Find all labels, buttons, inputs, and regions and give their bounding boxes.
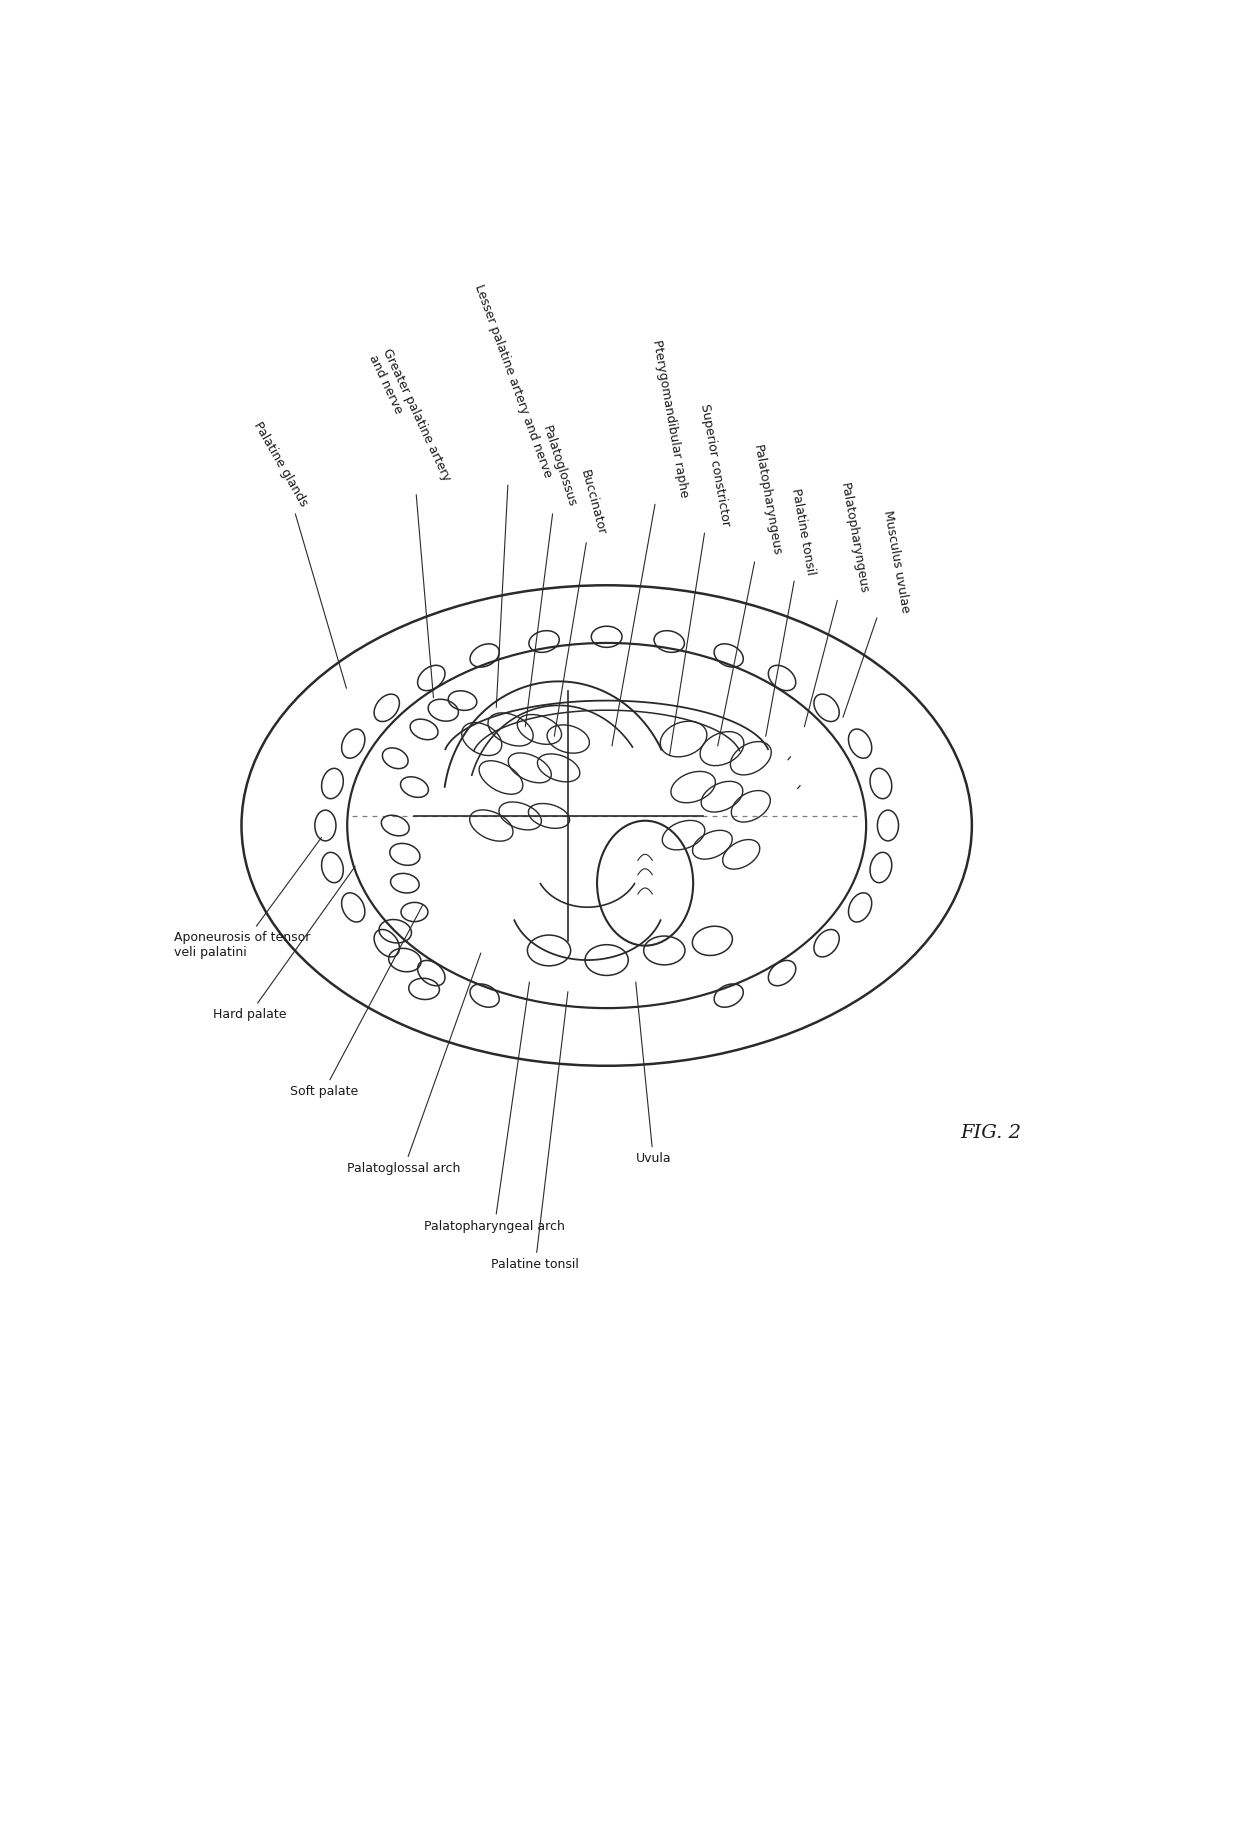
Text: Palatine tonsil: Palatine tonsil xyxy=(766,487,817,735)
Text: Uvula: Uvula xyxy=(635,982,671,1166)
Text: Palatoglossal arch: Palatoglossal arch xyxy=(347,953,481,1175)
Text: Palatopharyngeal arch: Palatopharyngeal arch xyxy=(424,982,565,1232)
Text: Superior constrictor: Superior constrictor xyxy=(670,403,733,756)
Text: Greater palatine artery
and nerve: Greater palatine artery and nerve xyxy=(367,347,453,697)
Text: Aponeurosis of tensor
veli palatini: Aponeurosis of tensor veli palatini xyxy=(174,838,321,960)
Text: Palatoglossus: Palatoglossus xyxy=(526,423,578,726)
Text: Hard palate: Hard palate xyxy=(213,867,355,1022)
Text: FIG. 2: FIG. 2 xyxy=(961,1124,1022,1142)
Text: Palatine glands: Palatine glands xyxy=(250,420,346,688)
Text: Pterygomandibular raphe: Pterygomandibular raphe xyxy=(613,339,691,746)
Text: Soft palate: Soft palate xyxy=(290,905,423,1099)
Text: Palatine tonsil: Palatine tonsil xyxy=(491,991,579,1270)
Text: Palatopharyngeus: Palatopharyngeus xyxy=(718,443,784,746)
Text: Buccinator: Buccinator xyxy=(554,469,608,735)
Text: Musculus uvulae: Musculus uvulae xyxy=(843,509,911,717)
Text: Palatopharyngeus: Palatopharyngeus xyxy=(805,482,869,726)
Text: Lesser palatine artery and nerve: Lesser palatine artery and nerve xyxy=(472,283,554,708)
